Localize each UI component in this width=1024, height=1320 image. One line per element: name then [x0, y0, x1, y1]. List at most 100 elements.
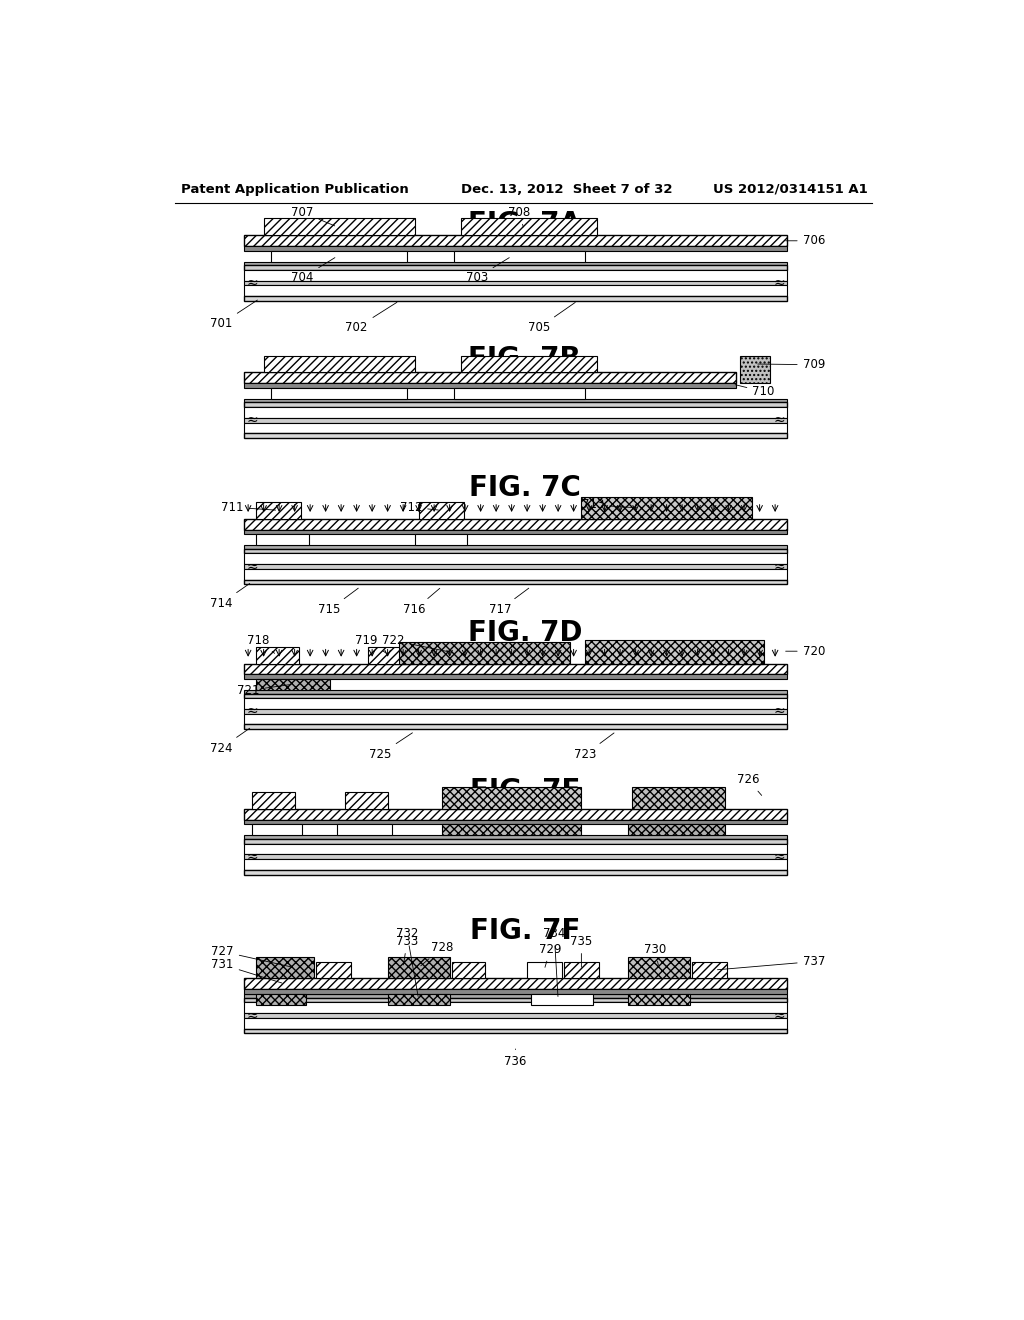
Bar: [256, 957, 314, 978]
Bar: [461, 355, 597, 372]
Bar: [628, 957, 690, 978]
Text: 701: 701: [210, 300, 257, 330]
Bar: [582, 498, 752, 519]
Text: ≈: ≈: [246, 850, 258, 863]
Bar: [245, 579, 786, 585]
Text: ≈: ≈: [773, 413, 784, 428]
Text: 733: 733: [396, 935, 418, 965]
Bar: [245, 553, 786, 564]
Text: 715: 715: [318, 589, 358, 616]
Text: FIG. 7D: FIG. 7D: [468, 619, 582, 647]
Bar: [245, 399, 786, 403]
Bar: [337, 825, 391, 836]
Text: 732: 732: [396, 927, 418, 997]
Bar: [245, 998, 786, 1002]
Bar: [452, 961, 484, 978]
Bar: [245, 870, 786, 874]
Bar: [245, 296, 786, 301]
Bar: [252, 792, 295, 809]
Text: 706: 706: [785, 234, 825, 247]
Text: Dec. 13, 2012  Sheet 7 of 32: Dec. 13, 2012 Sheet 7 of 32: [461, 182, 673, 195]
Text: 725: 725: [369, 733, 413, 760]
Bar: [245, 989, 786, 994]
Bar: [316, 961, 351, 978]
Bar: [256, 535, 308, 545]
Bar: [245, 564, 786, 569]
Bar: [245, 840, 786, 843]
Text: ≈: ≈: [773, 560, 784, 573]
Bar: [454, 388, 586, 399]
Bar: [628, 994, 690, 1005]
Text: FIG. 7C: FIG. 7C: [469, 474, 581, 502]
Text: 718: 718: [247, 634, 274, 653]
Bar: [263, 218, 415, 235]
Bar: [256, 994, 306, 1005]
Text: 728: 728: [421, 941, 453, 966]
Bar: [245, 698, 786, 709]
Text: ≈: ≈: [773, 1008, 784, 1023]
Text: 724: 724: [210, 729, 250, 755]
Text: FIG. 7B: FIG. 7B: [469, 345, 581, 372]
Bar: [245, 271, 786, 281]
Bar: [369, 647, 411, 664]
Bar: [245, 246, 786, 251]
Text: 714: 714: [210, 583, 250, 610]
Bar: [399, 642, 569, 664]
Text: 721: 721: [237, 684, 290, 697]
Text: ≈: ≈: [246, 705, 258, 718]
Text: 726: 726: [736, 774, 762, 796]
Bar: [388, 957, 450, 978]
Text: 705: 705: [527, 302, 575, 334]
Text: 731: 731: [211, 958, 282, 983]
Bar: [245, 994, 786, 998]
Bar: [692, 961, 727, 978]
Text: 713: 713: [582, 499, 637, 511]
Text: 707: 707: [291, 206, 335, 226]
Text: ≈: ≈: [246, 560, 258, 573]
Bar: [245, 545, 786, 549]
Bar: [245, 843, 786, 854]
Bar: [245, 1028, 786, 1034]
Text: 704: 704: [291, 257, 335, 284]
Bar: [245, 809, 786, 820]
Bar: [245, 281, 786, 285]
Bar: [245, 854, 786, 859]
Bar: [245, 383, 736, 388]
Bar: [245, 285, 786, 296]
Bar: [245, 433, 786, 438]
Bar: [454, 251, 586, 261]
Bar: [256, 647, 299, 664]
Bar: [252, 825, 302, 836]
Text: ≈: ≈: [773, 276, 784, 290]
Text: 723: 723: [574, 733, 614, 760]
Bar: [442, 788, 582, 809]
Bar: [245, 372, 736, 383]
Bar: [245, 569, 786, 579]
Bar: [527, 961, 562, 978]
Bar: [740, 355, 770, 383]
Text: 719: 719: [355, 634, 387, 653]
Bar: [586, 640, 764, 664]
Bar: [245, 407, 786, 418]
Bar: [345, 792, 388, 809]
Bar: [632, 788, 725, 809]
Bar: [245, 689, 786, 693]
Text: 716: 716: [403, 589, 439, 616]
Text: 737: 737: [718, 954, 825, 970]
Bar: [531, 994, 593, 1005]
Text: 712: 712: [399, 500, 438, 513]
Bar: [415, 535, 467, 545]
Text: US 2012/0314151 A1: US 2012/0314151 A1: [714, 182, 868, 195]
Text: ≈: ≈: [246, 1008, 258, 1023]
Bar: [245, 529, 786, 535]
Bar: [245, 235, 786, 246]
Bar: [461, 218, 597, 235]
Bar: [442, 825, 582, 836]
Text: FIG. 7A: FIG. 7A: [468, 210, 582, 238]
Bar: [419, 502, 464, 519]
Bar: [245, 725, 786, 729]
Text: FIG. 7E: FIG. 7E: [470, 777, 580, 805]
Text: 734: 734: [543, 927, 565, 997]
Bar: [564, 961, 599, 978]
Text: 711: 711: [221, 500, 275, 513]
